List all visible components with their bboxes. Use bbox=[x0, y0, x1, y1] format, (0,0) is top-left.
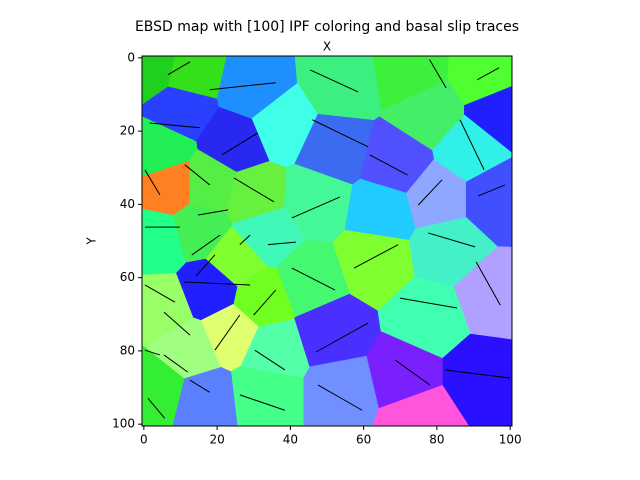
y-tick-label: 20 bbox=[120, 124, 135, 138]
trace-layer bbox=[144, 59, 511, 419]
x-tick-label: 80 bbox=[429, 433, 444, 447]
slip-trace bbox=[239, 394, 286, 411]
slip-trace bbox=[144, 349, 161, 356]
slip-trace bbox=[427, 232, 476, 248]
slip-trace bbox=[221, 132, 259, 156]
slip-trace bbox=[239, 234, 251, 246]
slip-trace bbox=[189, 379, 211, 393]
slip-trace bbox=[191, 234, 221, 256]
slip-trace bbox=[417, 179, 443, 206]
slip-trace bbox=[144, 284, 176, 303]
slip-trace bbox=[444, 369, 511, 379]
slip-trace bbox=[233, 177, 275, 203]
plot-frame bbox=[141, 55, 513, 427]
slip-trace bbox=[254, 349, 286, 371]
slip-trace bbox=[291, 267, 336, 291]
slip-trace bbox=[163, 354, 189, 373]
slip-trace bbox=[149, 122, 200, 129]
y-tick-label: 100 bbox=[112, 417, 135, 431]
slip-trace bbox=[429, 59, 447, 89]
x-tick-label: 40 bbox=[283, 433, 298, 447]
x-tick-label: 60 bbox=[356, 433, 371, 447]
slip-trace bbox=[184, 164, 211, 186]
x-tick-label: 0 bbox=[140, 433, 148, 447]
slip-trace bbox=[312, 119, 369, 148]
slip-trace bbox=[291, 196, 341, 219]
slip-trace bbox=[459, 119, 485, 171]
slip-trace bbox=[475, 261, 501, 306]
slip-trace bbox=[144, 169, 161, 196]
y-tick-label: 80 bbox=[120, 343, 135, 357]
grain bbox=[302, 355, 379, 427]
y-tick-label: 60 bbox=[120, 270, 135, 284]
slip-trace bbox=[147, 397, 166, 419]
chart-title: EBSD map with [100] IPF coloring and bas… bbox=[135, 19, 519, 35]
grain bbox=[240, 318, 310, 378]
slip-trace bbox=[317, 384, 363, 411]
y-tick-label: 0 bbox=[127, 50, 135, 64]
x-tick-label: 100 bbox=[499, 433, 522, 447]
slip-trace bbox=[214, 314, 241, 351]
slip-trace bbox=[197, 209, 229, 216]
slip-trace bbox=[476, 67, 500, 81]
slip-trace bbox=[399, 297, 458, 309]
slip-trace bbox=[315, 322, 369, 353]
slip-trace bbox=[209, 82, 276, 91]
slip-trace bbox=[267, 241, 296, 246]
grain-layer bbox=[141, 55, 513, 427]
grain bbox=[144, 317, 221, 379]
slip-trace bbox=[478, 184, 506, 197]
slip-trace bbox=[369, 154, 408, 176]
slip-trace bbox=[309, 69, 359, 93]
x-tick-label: 20 bbox=[209, 433, 224, 447]
x-axis-label: X bbox=[323, 40, 331, 54]
slip-trace bbox=[394, 359, 431, 386]
y-axis-label: Y bbox=[85, 237, 99, 246]
axes: 0 20 40 60 80 100 0 20 40 60 80 100 bbox=[112, 50, 522, 446]
slip-trace bbox=[183, 281, 251, 286]
slip-trace bbox=[353, 244, 399, 269]
slip-trace bbox=[167, 61, 191, 76]
y-tick-label: 40 bbox=[120, 197, 135, 211]
slip-trace bbox=[195, 254, 216, 277]
slip-trace bbox=[163, 311, 191, 336]
slip-trace bbox=[253, 289, 277, 316]
